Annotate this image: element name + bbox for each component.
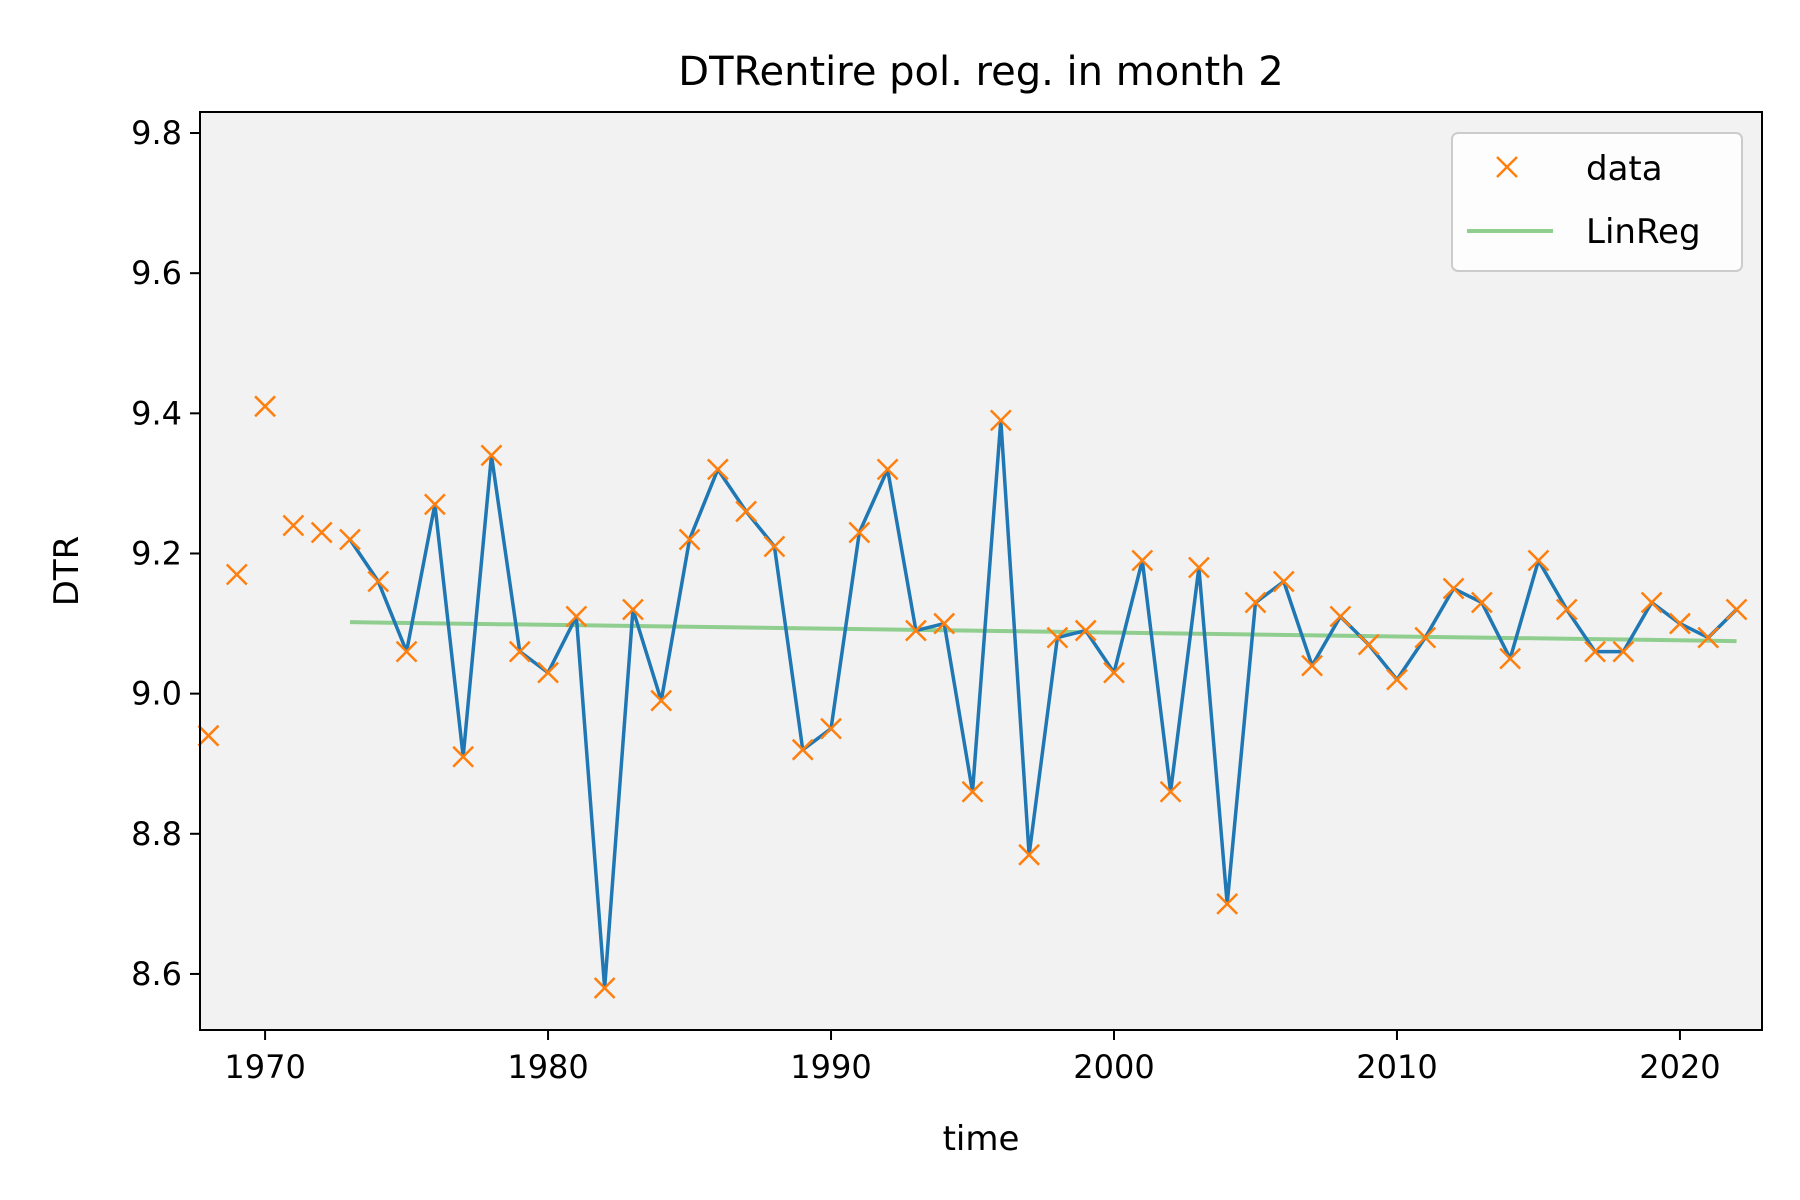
legend-label-linreg: LinReg <box>1586 212 1701 252</box>
legend-label-data: data <box>1586 149 1663 189</box>
data-point <box>1046 626 1069 649</box>
data-point <box>678 528 701 551</box>
data-point <box>1669 612 1691 635</box>
data-point <box>791 738 814 761</box>
data-point <box>537 661 559 684</box>
data-point <box>423 493 446 516</box>
linreg-line <box>349 620 1737 644</box>
x-tick-label: 1980 <box>507 1048 588 1086</box>
data-point <box>508 640 531 663</box>
data-point <box>820 717 842 740</box>
y-axis-label: DTR <box>47 536 87 607</box>
chart-title: DTRentire pol. reg. in month 2 <box>678 49 1283 95</box>
data-point <box>650 689 673 712</box>
legend: data LinReg <box>1451 132 1743 272</box>
data-point <box>1216 892 1239 915</box>
x-tick-label: 2000 <box>1073 1048 1154 1086</box>
data-point <box>367 570 390 593</box>
data-point <box>735 500 758 523</box>
y-tick-label: 9.2 <box>131 534 182 572</box>
data-point <box>339 528 361 551</box>
data-point <box>876 458 899 481</box>
x-tick-label: 1970 <box>224 1048 305 1086</box>
plot-frame <box>199 111 1763 1031</box>
data-point <box>1612 640 1635 663</box>
data-point <box>593 977 616 999</box>
data-point <box>989 409 1012 432</box>
data-point <box>1584 640 1606 663</box>
data-point <box>1244 591 1267 614</box>
data-point <box>1272 570 1295 593</box>
legend-marker-data <box>1496 156 1518 178</box>
data-point <box>565 605 588 628</box>
data-point <box>480 444 503 467</box>
data-point <box>282 514 305 537</box>
data-point <box>225 563 248 586</box>
data-point <box>197 724 220 747</box>
data-point <box>1357 633 1380 656</box>
data-point <box>1414 626 1437 649</box>
data-point <box>452 745 475 768</box>
y-axis-ticks: 8.6 8.8 9.0 9.2 9.4 9.6 9.8 <box>131 114 200 993</box>
data-point <box>706 458 729 481</box>
data-point <box>1470 591 1493 614</box>
data-point <box>1018 843 1040 866</box>
y-tick-label: 8.8 <box>131 815 182 853</box>
series-layer <box>197 395 1748 999</box>
data-point <box>905 619 927 642</box>
data-point <box>1697 626 1720 649</box>
y-tick-label: 9.4 <box>131 394 182 432</box>
data-point <box>961 780 984 803</box>
data-point <box>763 535 786 558</box>
data-point <box>310 521 333 544</box>
data-point <box>1301 654 1323 677</box>
series-line <box>348 418 1738 990</box>
x-tick-label: 2020 <box>1639 1048 1720 1086</box>
data-point <box>1329 605 1352 628</box>
data-point <box>1442 577 1465 600</box>
data-point <box>848 521 871 544</box>
data-point <box>1527 549 1550 572</box>
x-axis-ticks: 1970 1980 1990 2000 2010 2020 <box>224 1030 1721 1086</box>
data-point <box>1555 598 1578 621</box>
data-point <box>1131 549 1154 572</box>
y-tick-label: 8.6 <box>131 955 182 993</box>
data-point <box>1725 598 1748 621</box>
data-point <box>933 612 956 635</box>
legend-box <box>1451 132 1743 272</box>
data-point <box>1074 619 1097 642</box>
x-tick-label: 1990 <box>790 1048 871 1086</box>
data-point <box>395 640 418 663</box>
y-tick-label: 9.6 <box>131 254 182 292</box>
y-tick-label: 9.0 <box>131 675 182 713</box>
data-point <box>1640 591 1663 614</box>
data-point <box>1386 668 1408 691</box>
data-point <box>1159 780 1182 803</box>
x-tick-label: 2010 <box>1356 1048 1437 1086</box>
x-axis-label: time <box>943 1119 1020 1159</box>
data-point <box>1103 661 1125 684</box>
data-point <box>1188 556 1210 579</box>
data-point <box>1499 647 1522 670</box>
data-point <box>254 395 276 418</box>
y-tick-label: 9.8 <box>131 114 182 152</box>
data-point <box>622 598 644 621</box>
